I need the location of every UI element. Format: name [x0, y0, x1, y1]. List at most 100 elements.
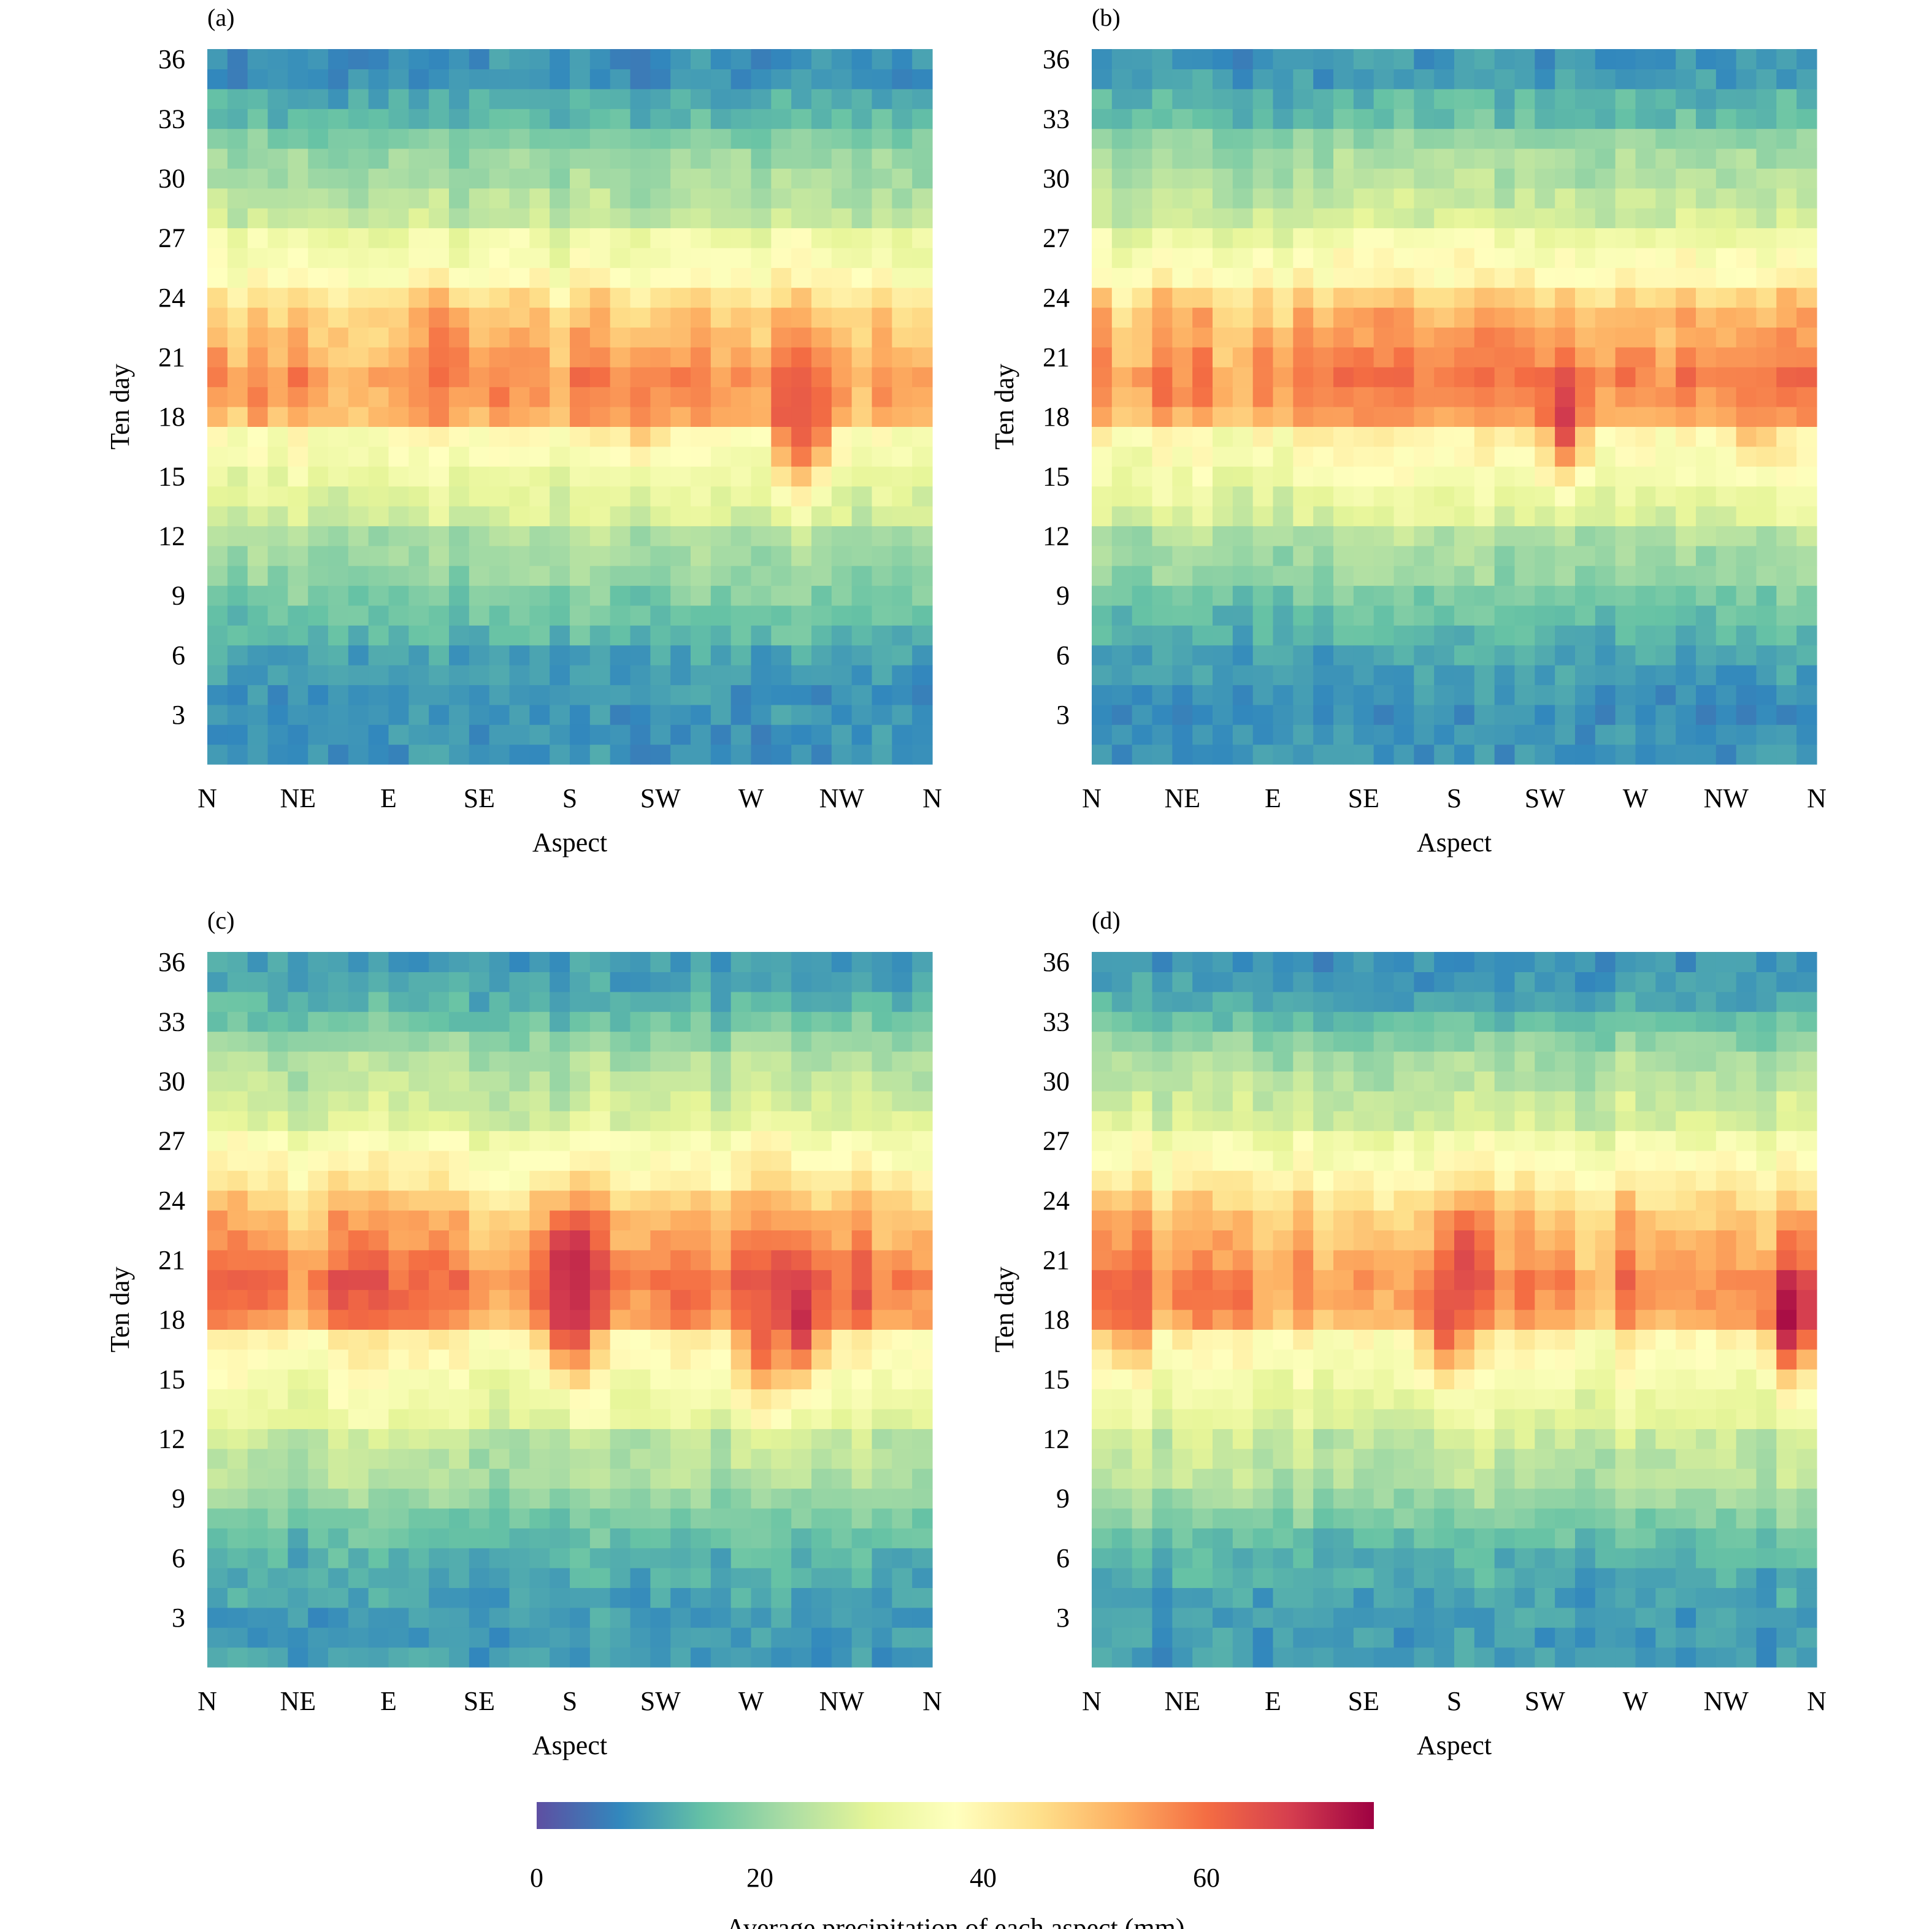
heatmap-cell	[570, 128, 591, 149]
heatmap-cell	[1313, 307, 1334, 328]
heatmap-cell	[791, 367, 812, 388]
heatmap-cell	[1756, 1508, 1777, 1528]
heatmap-cell	[771, 247, 792, 268]
heatmap-cell	[509, 148, 530, 169]
heatmap-cell	[1535, 1568, 1555, 1589]
heatmap-cell	[1756, 386, 1777, 407]
heatmap-cell	[469, 1408, 490, 1429]
heatmap-cell	[1615, 1607, 1636, 1628]
heatmap-cell	[851, 744, 873, 765]
heatmap-cell	[247, 426, 269, 447]
heatmap-cell	[1454, 1111, 1475, 1132]
heatmap-cell	[1434, 1508, 1455, 1528]
heatmap-cell	[1595, 1270, 1616, 1290]
heatmap-cell	[308, 605, 329, 626]
heatmap-cell	[751, 1587, 772, 1608]
heatmap-cell	[1736, 665, 1757, 686]
heatmap-cell	[288, 972, 309, 992]
heatmap-cell	[570, 208, 591, 229]
heatmap-cell	[751, 1031, 772, 1052]
heatmap-cell	[751, 605, 772, 626]
heatmap-cell	[1676, 247, 1696, 268]
heatmap-cell	[550, 645, 570, 665]
heatmap-cell	[811, 1568, 832, 1589]
heatmap-cell	[1373, 645, 1395, 665]
heatmap-cell	[1555, 605, 1576, 626]
heatmap-cell	[1635, 1528, 1656, 1549]
heatmap-cell	[912, 1568, 933, 1589]
heatmap-cell	[1696, 1190, 1717, 1211]
heatmap-cell	[1696, 109, 1717, 129]
heatmap-cell	[691, 505, 711, 526]
heatmap-cell	[1474, 1369, 1495, 1390]
heatmap-cell	[791, 605, 812, 626]
heatmap-cell	[589, 88, 611, 109]
heatmap-cell	[1192, 526, 1213, 546]
heatmap-cell	[1514, 1091, 1535, 1111]
heatmap-cell	[1756, 1210, 1777, 1231]
heatmap-cell	[1152, 88, 1173, 109]
heatmap-cell	[1796, 386, 1817, 407]
heatmap-cell	[1373, 148, 1395, 169]
heatmap-cell	[408, 347, 429, 367]
heatmap-cell	[509, 1170, 530, 1191]
heatmap-cell	[247, 109, 269, 129]
heatmap-cell	[751, 1468, 772, 1489]
heatmap-cell	[1111, 367, 1133, 388]
heatmap-cell	[1535, 168, 1555, 189]
heatmap-cell	[308, 1051, 329, 1072]
heatmap-cell	[328, 625, 349, 646]
heatmap-cell	[589, 49, 611, 69]
heatmap-cell	[408, 88, 429, 109]
heatmap-cell	[650, 685, 671, 705]
heatmap-cell	[892, 972, 913, 992]
heatmap-cell	[751, 247, 772, 268]
y-tick-label: 15	[158, 461, 185, 491]
heatmap-cell	[469, 1647, 490, 1668]
heatmap-cell	[449, 952, 470, 972]
heatmap-cell	[1132, 1289, 1153, 1310]
heatmap-cell	[670, 972, 691, 992]
heatmap-cell	[550, 1111, 570, 1132]
heatmap-cell	[851, 1647, 873, 1668]
heatmap-cell	[630, 625, 651, 646]
heatmap-cell	[589, 486, 611, 507]
heatmap-cell	[348, 228, 369, 248]
heatmap-cell	[811, 1329, 832, 1350]
heatmap-cell	[328, 1488, 349, 1509]
heatmap-cell	[368, 585, 389, 606]
heatmap-cell	[348, 1310, 369, 1330]
heatmap-cell	[610, 605, 631, 626]
y-tick-label: 24	[158, 283, 185, 313]
heatmap-cell	[691, 69, 711, 90]
heatmap-cell	[851, 1369, 873, 1390]
heatmap-cell	[1635, 605, 1656, 626]
heatmap-cell	[1555, 1270, 1576, 1290]
heatmap-cell	[892, 605, 913, 626]
heatmap-cell	[1575, 407, 1596, 427]
heatmap-cell	[1393, 486, 1414, 507]
heatmap-cell	[670, 665, 691, 686]
heatmap-cell	[288, 386, 309, 407]
heatmap-cell	[892, 1150, 913, 1171]
heatmap-cell	[288, 426, 309, 447]
heatmap-cell	[1111, 267, 1133, 288]
heatmap-cell	[1172, 1130, 1193, 1151]
heatmap-cell	[348, 486, 369, 507]
heatmap-cell	[1776, 247, 1797, 268]
heatmap-cell	[650, 1150, 671, 1171]
heatmap-cell	[610, 952, 631, 972]
heatmap-cell	[1514, 188, 1535, 209]
heatmap-cell	[469, 585, 490, 606]
heatmap-cell	[328, 1349, 349, 1370]
heatmap-cell	[1232, 1468, 1254, 1489]
heatmap-cell	[1535, 1150, 1555, 1171]
heatmap-cell	[811, 407, 832, 427]
heatmap-cell	[227, 486, 248, 507]
heatmap-cell	[1293, 1607, 1314, 1628]
heatmap-cell	[670, 466, 691, 487]
heatmap-cell	[368, 287, 389, 308]
heatmap-cell	[630, 446, 651, 467]
heatmap-cell	[1514, 347, 1535, 367]
heatmap-cell	[1454, 1488, 1475, 1509]
